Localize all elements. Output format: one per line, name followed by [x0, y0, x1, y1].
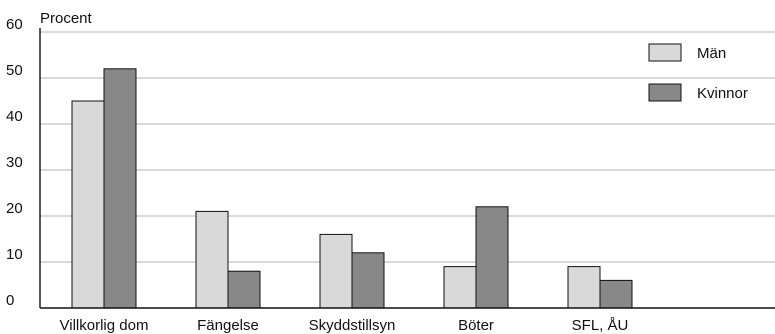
y-tick-label: 20: [6, 200, 23, 217]
bars: [71, 68, 633, 309]
x-category-label: Böter: [458, 317, 494, 334]
bar-kvinnor: [351, 252, 385, 309]
bar-kvinnor: [103, 68, 137, 309]
legend-label: Män: [697, 45, 726, 62]
y-tick-label: 60: [6, 16, 23, 33]
y-tick-label: 50: [6, 62, 23, 79]
legend: Män Kvinnor: [648, 43, 748, 102]
bar-man: [567, 266, 601, 309]
gridlines: [40, 31, 775, 263]
bar-man: [319, 233, 353, 309]
y-tick-label: 0: [6, 292, 14, 309]
bar-kvinnor: [227, 270, 261, 309]
x-category-labels: Villkorlig dom Fängelse Skyddstillsyn Böter…: [60, 317, 629, 334]
y-tick-label: 40: [6, 108, 23, 125]
y-tick-labels: 0 10 20 30 40 50 60: [6, 16, 23, 309]
y-tick-label: 10: [6, 246, 23, 263]
bar-man: [443, 266, 477, 309]
y-axis-label: Procent: [40, 10, 93, 27]
bar-kvinnor: [475, 206, 509, 309]
y-tick-label: 30: [6, 154, 23, 171]
x-category-label: Villkorlig dom: [60, 317, 149, 334]
axes: [39, 28, 775, 309]
x-category-label: Fängelse: [197, 317, 259, 334]
bar-kvinnor: [599, 279, 633, 309]
legend-swatch: [648, 43, 682, 62]
legend-label: Kvinnor: [697, 85, 748, 102]
bar-man: [195, 210, 229, 309]
legend-swatch: [648, 83, 682, 102]
x-category-label: Skyddstillsyn: [309, 317, 396, 334]
bar-man: [71, 100, 105, 309]
x-category-label: SFL, ÅU: [572, 317, 629, 334]
